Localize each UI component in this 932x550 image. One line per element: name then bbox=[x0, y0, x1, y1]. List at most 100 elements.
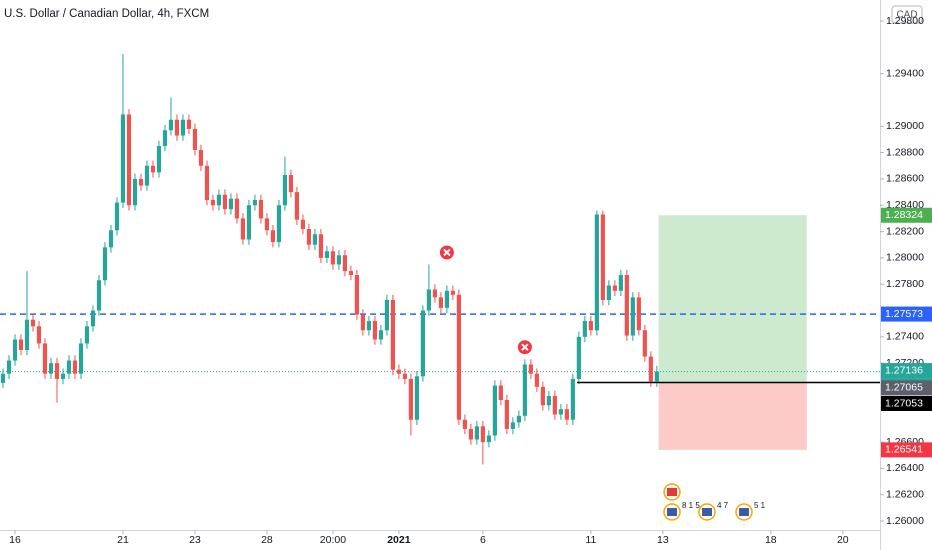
candle-body bbox=[456, 294, 461, 420]
y-tick-label: 1.27800 bbox=[886, 278, 924, 290]
candle-body bbox=[288, 175, 294, 193]
candle-body bbox=[42, 343, 48, 374]
candle-body bbox=[90, 310, 96, 327]
candle-body bbox=[300, 219, 306, 229]
candle-body bbox=[414, 376, 420, 420]
event-flag bbox=[667, 508, 677, 516]
last-price-badge bbox=[881, 363, 932, 379]
candle-body bbox=[324, 251, 330, 258]
candle-body bbox=[612, 285, 617, 291]
candle-body bbox=[624, 275, 629, 336]
target-zone bbox=[658, 215, 807, 383]
candle-body bbox=[450, 290, 455, 295]
level-label: 1.27573 bbox=[885, 308, 923, 320]
y-tick-label: 1.28200 bbox=[886, 225, 924, 237]
candle-body bbox=[372, 321, 378, 340]
x-tick-label: 2021 bbox=[387, 534, 411, 546]
alert-icon-cross bbox=[521, 343, 529, 351]
alert-icon-cross bbox=[443, 248, 451, 257]
candle-body bbox=[444, 290, 449, 308]
candle-body bbox=[30, 319, 36, 327]
candle-body bbox=[174, 119, 180, 136]
candle-body bbox=[72, 360, 78, 374]
level-badge bbox=[881, 306, 932, 322]
candle-body bbox=[516, 415, 521, 423]
candle-body bbox=[360, 314, 366, 331]
x-tick-label: 21 bbox=[117, 534, 129, 546]
candle-body bbox=[0, 373, 6, 383]
candle-body bbox=[582, 321, 587, 337]
candle-body bbox=[480, 426, 485, 443]
candle-body bbox=[210, 200, 216, 206]
candle-body bbox=[6, 360, 12, 374]
candle-body bbox=[552, 396, 557, 415]
event-flag bbox=[667, 488, 677, 496]
y-tick-label: 1.29400 bbox=[886, 67, 924, 79]
y-tick-label: 1.26000 bbox=[886, 515, 924, 527]
candle-body bbox=[192, 128, 198, 150]
candle-body bbox=[630, 297, 635, 336]
y-tick-label: 1.28600 bbox=[886, 173, 924, 185]
candle-body bbox=[156, 146, 162, 173]
x-tick-label: 20 bbox=[837, 534, 849, 546]
candle-body bbox=[228, 198, 234, 210]
candle-body bbox=[132, 178, 138, 206]
candle-body bbox=[366, 321, 372, 331]
candle-body bbox=[432, 289, 438, 298]
candle-body bbox=[618, 275, 623, 291]
target-label: 1.28324 bbox=[885, 209, 923, 221]
candle-body bbox=[240, 218, 246, 240]
candle-body bbox=[588, 321, 593, 331]
candle-body bbox=[462, 419, 467, 429]
candle-body bbox=[234, 198, 240, 219]
candle-body bbox=[570, 378, 575, 420]
x-tick-label: 11 bbox=[585, 534, 596, 546]
candle-body bbox=[204, 165, 210, 200]
y-tick-label: 1.29000 bbox=[886, 120, 924, 132]
x-tick-label: 16 bbox=[9, 534, 21, 546]
candle-body bbox=[24, 319, 30, 350]
event-count: 5 1 bbox=[754, 501, 766, 510]
candle-body bbox=[270, 230, 276, 243]
candle-body bbox=[492, 385, 497, 436]
chart-title: U.S. Dollar / Canadian Dollar, 4h, FXCM bbox=[4, 8, 209, 20]
currency-button[interactable] bbox=[891, 5, 923, 24]
candle-body bbox=[216, 194, 222, 206]
y-tick-label: 1.28000 bbox=[886, 252, 924, 264]
x-tick-label: 20:00 bbox=[320, 534, 346, 546]
candle-body bbox=[48, 363, 54, 374]
candle-body bbox=[36, 326, 42, 344]
entry-label: 1.27053 bbox=[885, 397, 923, 409]
event-count: 4 7 bbox=[717, 501, 729, 510]
candle-body bbox=[78, 343, 84, 374]
candle-body bbox=[168, 119, 174, 131]
stop-badge bbox=[881, 442, 932, 458]
candle-body bbox=[438, 297, 443, 308]
candle-body bbox=[330, 251, 336, 265]
candle-body bbox=[162, 130, 168, 147]
candle-body bbox=[84, 326, 90, 344]
candle-body bbox=[12, 339, 18, 361]
candle-body bbox=[648, 356, 653, 382]
candle-body bbox=[510, 422, 515, 429]
x-tick-label: 13 bbox=[657, 534, 669, 546]
candle-body bbox=[252, 200, 258, 206]
last-price-label: 1.27136 bbox=[885, 364, 923, 376]
candle-body bbox=[222, 194, 228, 210]
currency-label[interactable]: CAD bbox=[896, 10, 917, 21]
candle-body bbox=[150, 165, 156, 173]
candle-body bbox=[282, 175, 288, 206]
candle-body bbox=[60, 373, 66, 379]
candle-body bbox=[390, 300, 396, 370]
candle-body bbox=[654, 371, 659, 382]
candle-body bbox=[642, 330, 647, 357]
candle-body bbox=[246, 205, 252, 240]
candle-body bbox=[264, 218, 270, 231]
y-tick-label: 1.27400 bbox=[886, 331, 924, 343]
candle-body bbox=[426, 289, 432, 311]
candle-body bbox=[396, 369, 402, 374]
x-tick-label: 23 bbox=[189, 534, 201, 546]
candle-body bbox=[384, 300, 390, 331]
